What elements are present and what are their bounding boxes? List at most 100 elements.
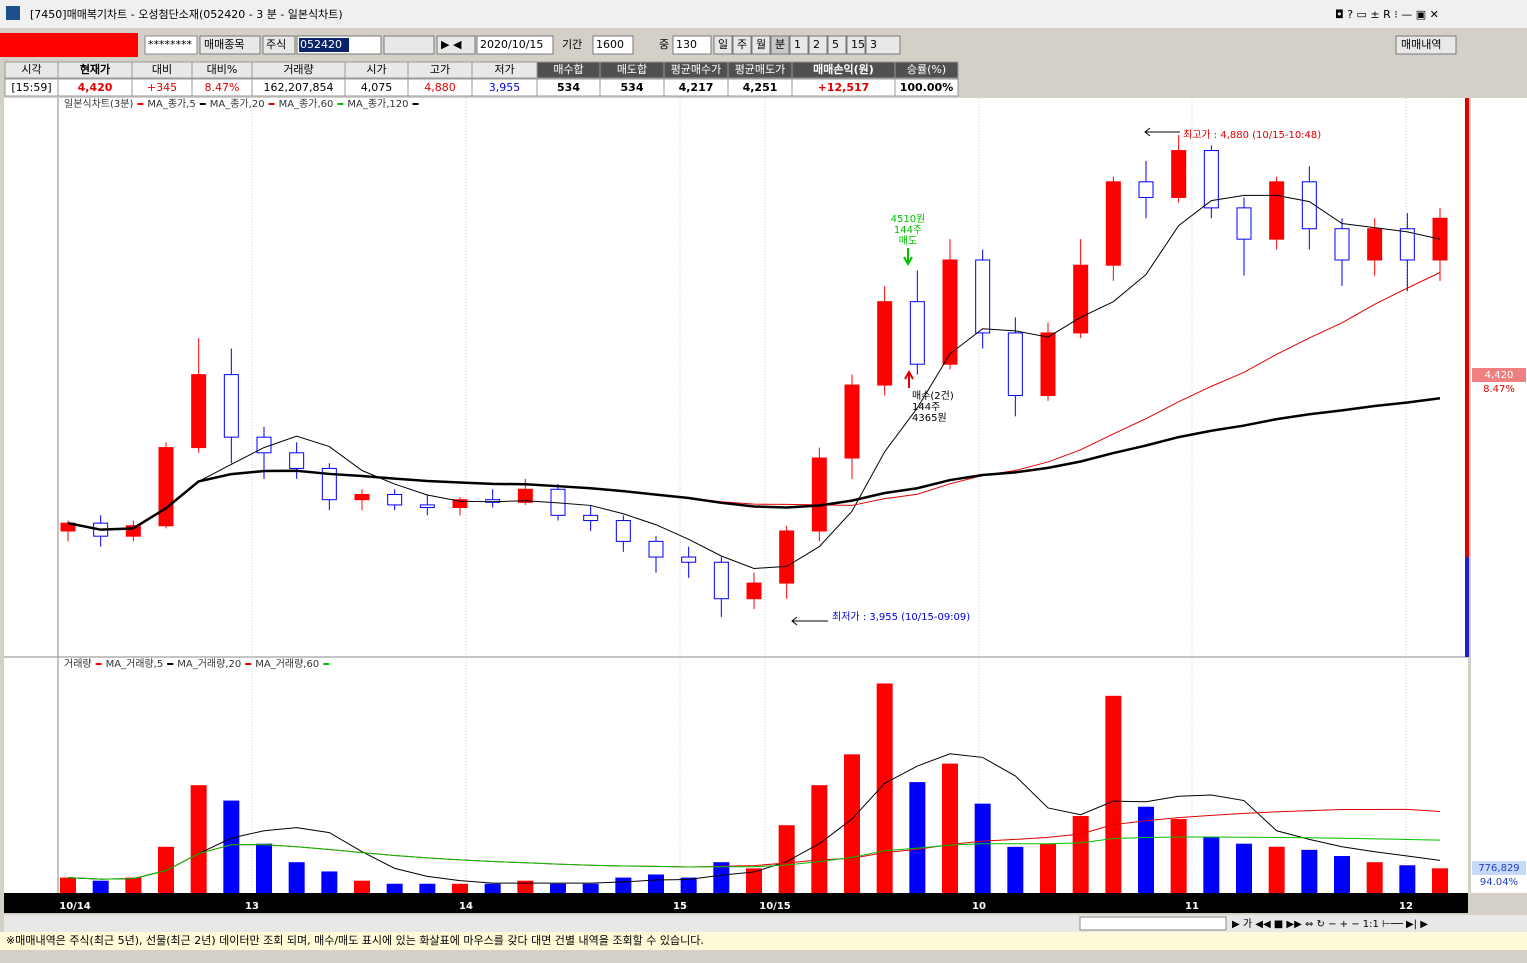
candle-body xyxy=(648,540,664,558)
price-tag: 4,420 xyxy=(1485,370,1514,381)
title-bar xyxy=(0,0,1527,28)
note-arrow xyxy=(791,616,828,626)
volume-bar xyxy=(648,874,664,893)
volume-bar xyxy=(550,883,566,893)
candle-body xyxy=(877,301,893,386)
volume-bar xyxy=(419,883,436,893)
unit-label: 2 xyxy=(813,38,820,51)
legend-entry: MA_종가,60 xyxy=(279,98,334,110)
unit-label: 일 xyxy=(718,37,728,51)
date-label: 14 xyxy=(459,901,473,912)
scroll-thumb[interactable] xyxy=(1079,916,1227,931)
header-text: 대비% xyxy=(207,63,238,76)
sell-note: 4510원 xyxy=(891,213,926,225)
volume-bar xyxy=(354,880,370,893)
code: 052420 xyxy=(300,38,342,51)
buy-note: 144주 xyxy=(912,402,940,413)
nav-buttons[interactable] xyxy=(436,35,476,55)
value-text: 100.00% xyxy=(900,81,953,94)
header-text: 고가 xyxy=(430,63,450,76)
volume-bar xyxy=(452,883,468,893)
unit-button[interactable] xyxy=(865,35,901,55)
volume-bar xyxy=(158,846,174,893)
date-label: 10/15 xyxy=(759,901,791,912)
value-text: [15:59] xyxy=(11,81,51,94)
market-button[interactable] xyxy=(262,35,296,55)
date-label: 10 xyxy=(972,901,986,912)
candle-body xyxy=(779,530,795,584)
legend-entry: MA_종가,120 xyxy=(347,98,408,110)
window-buttons[interactable]: ◘ ? ▭ ± R ⁝ — ▣ ✕ xyxy=(1335,8,1439,21)
history-label: 매매내역 xyxy=(1401,38,1441,51)
candle-body xyxy=(1334,228,1350,261)
header-text: 매수합 xyxy=(553,63,583,76)
unit-button[interactable] xyxy=(713,35,733,55)
unit-button[interactable] xyxy=(808,35,828,55)
header-cell xyxy=(894,61,959,79)
password-box[interactable] xyxy=(144,35,198,55)
value-text: 534 xyxy=(557,81,580,94)
zoom-box[interactable] xyxy=(672,35,712,55)
header-text: 시각 xyxy=(21,63,41,76)
header-text: 대비 xyxy=(152,63,172,76)
candle-body xyxy=(1301,181,1317,230)
trade-item-button[interactable] xyxy=(199,35,261,55)
unit-button[interactable] xyxy=(846,35,866,55)
candle-body xyxy=(191,374,207,449)
volume-bar xyxy=(517,880,534,893)
buy-note: 매수(2건) xyxy=(912,390,954,402)
date-strip xyxy=(4,893,1468,913)
candle-body xyxy=(1367,228,1383,261)
legend-entry: MA_거래량,20 xyxy=(177,658,241,670)
candle-body xyxy=(975,259,991,334)
date: 2020/10/15 xyxy=(480,38,543,51)
candle-body xyxy=(1203,150,1219,209)
candle-body xyxy=(909,301,925,365)
candle-body xyxy=(1040,332,1056,396)
value-text: 534 xyxy=(621,81,644,94)
header-text: 승률(%) xyxy=(907,63,946,76)
buy-arrow xyxy=(904,369,914,388)
unit-button[interactable] xyxy=(789,35,809,55)
volume-bar xyxy=(909,782,926,893)
sell-arrow xyxy=(903,248,913,267)
candle-body xyxy=(713,561,729,600)
value-text: +12,517 xyxy=(818,81,870,94)
candle-body xyxy=(517,488,533,503)
password: ******** xyxy=(148,38,193,51)
volume-bar xyxy=(190,785,207,893)
candle-body xyxy=(1236,207,1252,240)
candle-body xyxy=(125,525,141,537)
volume-bar xyxy=(223,800,240,893)
trade-item: 매매종목 xyxy=(204,38,244,51)
header-text: 평균매도가 xyxy=(735,63,786,76)
status-bar xyxy=(0,932,1527,950)
zoom-label: 중 xyxy=(659,38,669,51)
legend-title: 일본식차트(3분) xyxy=(64,98,133,110)
volume-bar xyxy=(1301,849,1318,893)
period-box[interactable] xyxy=(592,35,634,55)
volume-bar xyxy=(92,880,109,893)
volume-bar xyxy=(811,785,828,893)
vol-pct: 94.04% xyxy=(1480,877,1518,888)
history-button[interactable] xyxy=(1395,35,1457,55)
candle-body xyxy=(583,514,599,522)
value-text: 3,955 xyxy=(489,81,521,94)
volume-bar xyxy=(125,877,142,893)
buy-note: 4365원 xyxy=(912,412,947,424)
zoom: 130 xyxy=(676,38,697,51)
search-buttons[interactable] xyxy=(383,35,435,55)
date-box[interactable] xyxy=(476,35,554,55)
value-text: 4,251 xyxy=(743,81,778,94)
unit-button[interactable] xyxy=(732,35,752,55)
date-label: 11 xyxy=(1185,901,1199,912)
volume-bar xyxy=(680,877,697,893)
chart-area xyxy=(4,98,1468,893)
candle-body xyxy=(387,493,403,506)
unit-button[interactable] xyxy=(770,35,790,55)
unit-button[interactable] xyxy=(751,35,771,55)
volume-bar xyxy=(1170,819,1187,893)
unit-button[interactable] xyxy=(827,35,847,55)
app-icon xyxy=(6,6,20,20)
window-title: [7450]매매복기차트 - 오성첨단소재(052420 - 3 분 - 일본식… xyxy=(30,7,343,21)
